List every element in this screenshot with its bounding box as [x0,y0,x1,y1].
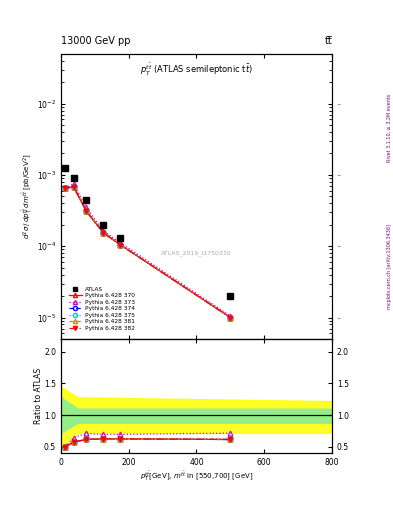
Pythia 6.428 374 [71,184,76,190]
Pythia 6.428 375 [63,185,68,191]
Pythia 6.428 381 [63,185,68,191]
Line: Pythia 6.428 375: Pythia 6.428 375 [63,184,233,320]
Pythia 6.428 382 [101,229,106,236]
Text: ATLAS_2019_I1750330: ATLAS_2019_I1750330 [161,250,232,257]
Pythia 6.428 381 [101,229,106,236]
Line: Pythia 6.428 370: Pythia 6.428 370 [63,184,233,320]
Pythia 6.428 374 [84,208,89,214]
Pythia 6.428 382 [118,242,123,248]
Pythia 6.428 374 [63,185,68,191]
X-axis label: $p_T^{t\bar{t}}$[GeV], $m^{t\bar{t}}$ in [550,700] [GeV]: $p_T^{t\bar{t}}$[GeV], $m^{t\bar{t}}$ in… [140,470,253,484]
ATLAS [118,235,123,241]
Line: Pythia 6.428 373: Pythia 6.428 373 [63,181,233,318]
Pythia 6.428 370 [84,208,89,214]
ATLAS [63,165,68,171]
Pythia 6.428 381 [84,208,89,214]
Pythia 6.428 373 [71,181,76,187]
Pythia 6.428 373 [84,204,89,210]
Pythia 6.428 382 [84,208,89,214]
ATLAS [228,293,233,299]
ATLAS [101,222,106,228]
Pythia 6.428 370 [228,314,233,321]
Text: 13000 GeV pp: 13000 GeV pp [61,36,130,46]
Text: $p_T^{t\bar{t}}$ (ATLAS semileptonic t$\bar{t}$): $p_T^{t\bar{t}}$ (ATLAS semileptonic t$\… [140,62,253,78]
Line: Pythia 6.428 374: Pythia 6.428 374 [63,184,233,320]
Text: mcplots.cern.ch [arXiv:1306.3436]: mcplots.cern.ch [arXiv:1306.3436] [387,224,392,309]
Pythia 6.428 370 [101,229,106,236]
Text: tt̅: tt̅ [324,36,332,46]
Text: Rivet 3.1.10, ≥ 3.2M events: Rivet 3.1.10, ≥ 3.2M events [387,94,392,162]
Pythia 6.428 375 [118,242,123,248]
Pythia 6.428 375 [71,184,76,190]
Pythia 6.428 373 [101,228,106,234]
Line: Pythia 6.428 381: Pythia 6.428 381 [63,184,233,320]
Pythia 6.428 381 [228,314,233,321]
Pythia 6.428 373 [63,185,68,191]
Y-axis label: $d^2\sigma\,/\,dp_T^{t\bar{t}}\,dm^{t\bar{t}}$ [pb/GeV$^2$]: $d^2\sigma\,/\,dp_T^{t\bar{t}}\,dm^{t\ba… [21,154,35,239]
Line: ATLAS: ATLAS [62,165,233,299]
Pythia 6.428 370 [118,242,123,248]
Pythia 6.428 382 [63,185,68,191]
Legend: ATLAS, Pythia 6.428 370, Pythia 6.428 373, Pythia 6.428 374, Pythia 6.428 375, P: ATLAS, Pythia 6.428 370, Pythia 6.428 37… [66,284,137,333]
Pythia 6.428 381 [118,242,123,248]
Y-axis label: Ratio to ATLAS: Ratio to ATLAS [33,368,42,424]
ATLAS [84,197,89,203]
Pythia 6.428 375 [101,229,106,236]
Pythia 6.428 370 [63,185,68,191]
ATLAS [71,175,76,181]
Line: Pythia 6.428 382: Pythia 6.428 382 [63,184,233,320]
Pythia 6.428 375 [84,208,89,214]
Pythia 6.428 373 [228,313,233,319]
Pythia 6.428 382 [71,184,76,190]
Pythia 6.428 374 [228,314,233,321]
Pythia 6.428 375 [228,314,233,321]
Pythia 6.428 370 [71,184,76,190]
Pythia 6.428 382 [228,314,233,321]
Pythia 6.428 374 [101,229,106,236]
Pythia 6.428 381 [71,184,76,190]
Pythia 6.428 374 [118,242,123,248]
Pythia 6.428 373 [118,240,123,246]
